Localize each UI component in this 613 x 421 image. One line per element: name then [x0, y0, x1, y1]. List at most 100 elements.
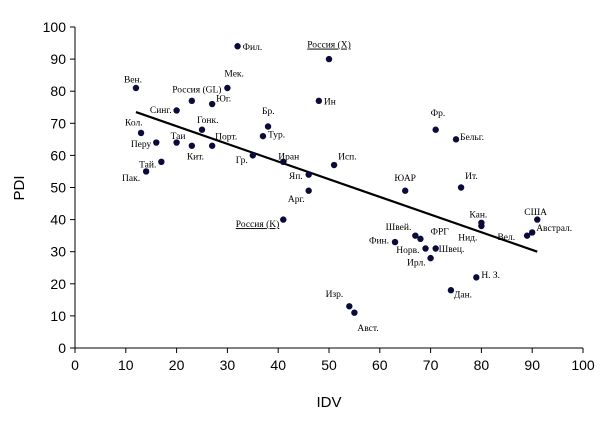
point-label: Таи: [171, 132, 186, 142]
point-label: Перу: [131, 140, 152, 150]
point-label: Швей.: [386, 222, 412, 233]
point-label: Иран: [278, 152, 299, 162]
y-tick-label: 100: [43, 19, 67, 35]
point-label: Гр.: [236, 156, 248, 166]
x-axis-title: IDV: [316, 394, 341, 411]
data-point: [158, 158, 165, 166]
point-label: Австрал.: [536, 224, 572, 234]
trendline-group: [135, 111, 538, 253]
data-point: [427, 254, 434, 262]
point-label: Тай.: [139, 159, 156, 170]
y-tick-label: 40: [50, 212, 66, 228]
data-point: [305, 187, 312, 194]
y-tick-label: 20: [50, 276, 66, 292]
data-point: [422, 245, 429, 252]
point-label: Юг.: [216, 95, 231, 105]
x-tick-label: 60: [372, 357, 388, 373]
point-label: США: [524, 208, 547, 218]
x-tick-label: 30: [220, 357, 236, 373]
data-point: [457, 184, 465, 191]
data-point: [447, 287, 455, 294]
point-label: Кол.: [125, 118, 143, 128]
point-label: Нид.: [458, 234, 477, 244]
point-label: Россия (K): [236, 219, 279, 230]
point-label: Вен.: [124, 75, 142, 85]
data-point: [478, 222, 485, 230]
data-point: [208, 142, 216, 149]
plot-area: [75, 27, 583, 348]
data-point: [432, 126, 439, 133]
data-point: [523, 232, 531, 239]
data-point: [264, 123, 272, 130]
data-point: [188, 97, 196, 105]
data-point: [346, 303, 353, 310]
y-tick-label: 60: [50, 147, 66, 163]
data-point: [412, 232, 419, 239]
x-tick-label: 100: [571, 357, 595, 373]
y-axis-title: PDI: [11, 175, 28, 200]
data-point: [402, 187, 409, 194]
data-point: [142, 168, 150, 175]
data-point: [280, 158, 287, 166]
point-label: Бельг.: [460, 133, 484, 143]
data-point: [234, 43, 241, 50]
point-label: Синг.: [150, 106, 172, 116]
point-label: Ит.: [465, 172, 478, 182]
y-tick-label: 10: [50, 308, 66, 324]
data-point: [432, 245, 439, 252]
x-tick-label: 90: [524, 357, 540, 373]
x-tick-label: 10: [118, 357, 134, 373]
data-point: [534, 216, 541, 223]
point-label: Гонк.: [197, 116, 218, 126]
data-point: [417, 235, 424, 243]
point-label: Авст.: [357, 324, 378, 334]
x-tick-label: 0: [71, 357, 79, 373]
data-point: [208, 100, 216, 108]
point-label: Швец.: [439, 245, 465, 255]
y-tick-label: 90: [50, 51, 66, 67]
data-point: [305, 171, 312, 178]
point-label: Изр.: [326, 290, 344, 300]
data-point: [173, 107, 180, 114]
point-label: Н. З.: [481, 271, 500, 281]
point-label: Ирл.: [407, 259, 426, 269]
point-label: Порт.: [215, 132, 237, 142]
data-point: [325, 55, 333, 63]
data-point: [249, 152, 256, 159]
point-label: Россия (X): [307, 40, 350, 51]
data-point: [351, 309, 358, 316]
point-label: Фин.: [369, 237, 389, 247]
data-points: [132, 43, 541, 316]
data-point: [198, 126, 206, 133]
axes: 0 10 20 30 40 50 60 70 80 90 100 0 10 20 30 40 50 60 70 80 9…: [43, 19, 595, 373]
x-tick-label: 80: [474, 357, 490, 373]
point-label: Вел.: [497, 233, 515, 243]
x-tick-label: 40: [270, 357, 286, 373]
point-label: Арг.: [288, 195, 305, 205]
data-point: [473, 274, 480, 281]
x-tick-label: 50: [321, 357, 337, 373]
y-tick-label: 50: [50, 180, 66, 196]
point-label: Дан.: [454, 291, 472, 301]
point-label: Пак.: [122, 174, 140, 184]
point-labels: Вен. Фил. Россия (X) Россия (GL)Мек. Юг. Синг…: [122, 40, 572, 335]
point-label: Фил.: [243, 43, 263, 53]
data-point: [330, 161, 338, 169]
point-label: Фр.: [431, 109, 446, 119]
data-point: [315, 97, 323, 105]
data-point: [280, 216, 287, 223]
point-label: Мек.: [224, 69, 244, 79]
y-tick-label: 0: [58, 340, 66, 356]
point-label: Бр.: [262, 107, 275, 117]
y-tick-label: 80: [50, 83, 66, 99]
point-label: Исп.: [338, 153, 357, 163]
y-tick-label: 30: [50, 244, 66, 260]
data-point: [259, 132, 267, 140]
point-label: Яп.: [289, 172, 303, 182]
data-point: [391, 238, 399, 246]
point-label: ФРГ: [430, 227, 449, 237]
x-tick-label: 70: [423, 357, 439, 373]
point-label: Кан.: [469, 210, 487, 220]
data-point: [153, 139, 160, 146]
